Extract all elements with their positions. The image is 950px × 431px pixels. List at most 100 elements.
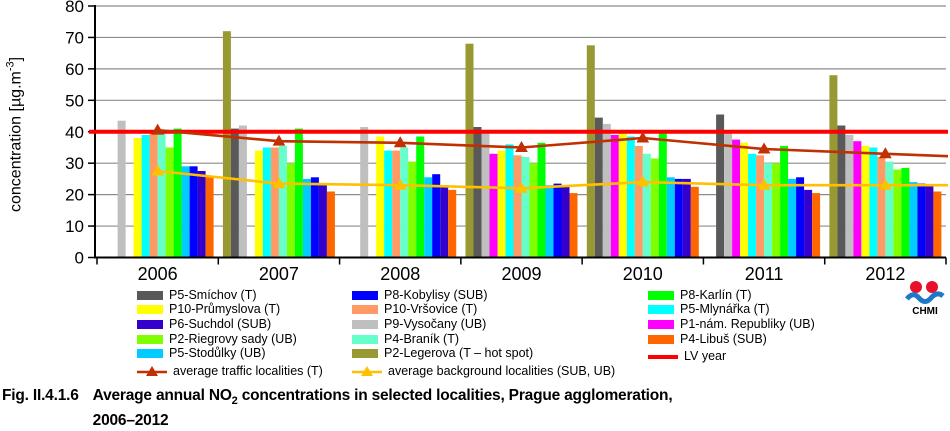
bar bbox=[376, 136, 385, 258]
bar bbox=[829, 75, 838, 258]
legend-label: P6-Suchdol (SUB) bbox=[169, 316, 272, 331]
bar bbox=[764, 163, 773, 258]
bar bbox=[618, 133, 627, 258]
x-tick-label: 2008 bbox=[380, 264, 420, 284]
legend-label: P4-Braník (T) bbox=[384, 331, 460, 346]
bar bbox=[513, 155, 522, 258]
legend-item: average traffic localities (T) bbox=[137, 364, 323, 379]
line-marker bbox=[515, 140, 528, 152]
bar bbox=[294, 128, 303, 258]
line-marker bbox=[757, 142, 771, 154]
bar bbox=[318, 185, 327, 258]
bar bbox=[666, 177, 675, 258]
bar bbox=[360, 127, 369, 258]
legend-item: P8-Kobylisy (SUB) bbox=[352, 288, 615, 303]
bar bbox=[772, 163, 781, 258]
bar bbox=[909, 182, 918, 258]
legend-item: P6-Suchdol (SUB) bbox=[137, 317, 323, 332]
bar bbox=[521, 156, 530, 258]
bar bbox=[674, 178, 683, 258]
x-tick-label: 2011 bbox=[745, 264, 784, 284]
bar bbox=[716, 114, 725, 258]
bar bbox=[682, 178, 691, 258]
bar bbox=[497, 150, 506, 258]
bar bbox=[157, 131, 166, 258]
avg-line bbox=[151, 164, 948, 193]
x-tick-label: 2007 bbox=[259, 264, 299, 284]
bar bbox=[594, 117, 603, 258]
bar bbox=[845, 134, 854, 258]
bar bbox=[310, 177, 319, 258]
bar bbox=[690, 186, 699, 258]
legend-item: LV year bbox=[648, 349, 815, 364]
bar bbox=[197, 171, 206, 258]
line-marker bbox=[272, 177, 286, 189]
y-tick-label: 20 bbox=[65, 186, 84, 205]
bar bbox=[238, 125, 247, 258]
bar bbox=[384, 150, 393, 258]
bar bbox=[837, 125, 846, 258]
line-marker bbox=[757, 178, 771, 190]
legend-item: P1-nám. Republiky (UB) bbox=[648, 317, 815, 332]
legend-label: average background localities (SUB, UB) bbox=[388, 363, 616, 378]
caption-fig-number: Fig. II.4.1.6 bbox=[2, 387, 79, 404]
legend-item: P5-Smíchov (T) bbox=[137, 288, 323, 303]
legend-line-swatch bbox=[648, 355, 678, 360]
bar bbox=[658, 133, 667, 258]
bar bbox=[505, 144, 514, 258]
legend-label: P8-Kobylisy (SUB) bbox=[384, 287, 488, 302]
logo-text: CHMI bbox=[912, 306, 938, 317]
legend-item: P5-Stodůlky (UB) bbox=[137, 346, 323, 361]
bar bbox=[634, 145, 643, 258]
legend-swatch bbox=[648, 305, 674, 315]
avg-line bbox=[151, 123, 949, 159]
bar bbox=[440, 185, 449, 258]
bar bbox=[133, 138, 142, 258]
line-marker bbox=[878, 147, 892, 159]
legend-label: P8-Karlín (T) bbox=[680, 287, 752, 302]
logo-wave bbox=[905, 291, 945, 304]
legend-label: P10-Vršovice (T) bbox=[384, 302, 478, 317]
legend-item: P2-Riegrovy sady (UB) bbox=[137, 332, 323, 347]
line-marker bbox=[636, 131, 650, 143]
bar bbox=[537, 142, 546, 258]
legend-col-3: P8-Karlín (T) P5-Mlynářka (T) P1-nám. Repu… bbox=[648, 288, 815, 364]
bar bbox=[181, 166, 190, 258]
legend-line-swatch bbox=[137, 365, 167, 376]
bar bbox=[473, 127, 482, 258]
legend-swatch bbox=[352, 319, 378, 329]
caption-text: Average annual NO2 concentrations in sel… bbox=[92, 387, 673, 430]
bar bbox=[432, 174, 441, 258]
bar bbox=[812, 193, 821, 258]
x-tick-label: 2006 bbox=[138, 264, 178, 284]
legend-item: P10-Vršovice (T) bbox=[352, 303, 615, 318]
y-tick-label: 60 bbox=[65, 60, 84, 79]
bar bbox=[740, 142, 749, 258]
legend-label: P5-Stodůlky (UB) bbox=[169, 346, 266, 361]
bar bbox=[933, 191, 942, 258]
legend-swatch bbox=[352, 305, 378, 315]
bar bbox=[569, 193, 578, 258]
bar bbox=[326, 191, 335, 258]
bar bbox=[877, 156, 886, 258]
bar bbox=[553, 183, 562, 258]
bar bbox=[262, 147, 271, 258]
bar bbox=[901, 167, 910, 258]
legend-item: average background localities (SUB, UB) bbox=[352, 364, 615, 379]
legend-swatch bbox=[137, 319, 163, 329]
chmi-logo-graphic: CHMI bbox=[905, 281, 945, 317]
bar bbox=[465, 43, 474, 258]
bar bbox=[173, 128, 182, 258]
legend-swatch bbox=[352, 290, 378, 300]
bar bbox=[610, 134, 619, 258]
x-tick-label: 2009 bbox=[501, 264, 541, 284]
legend-swatch bbox=[648, 319, 674, 329]
bar bbox=[642, 153, 651, 258]
no2-concentration-chart: 0 10 20 30 40 50 60 70 80 2006 2007 2008 2009 2010 201… bbox=[65, 0, 949, 284]
bar bbox=[489, 153, 498, 258]
bar bbox=[392, 150, 401, 258]
y-tick-label: 40 bbox=[65, 123, 84, 142]
bars bbox=[117, 31, 942, 258]
bar bbox=[270, 147, 279, 258]
bar bbox=[165, 147, 174, 258]
